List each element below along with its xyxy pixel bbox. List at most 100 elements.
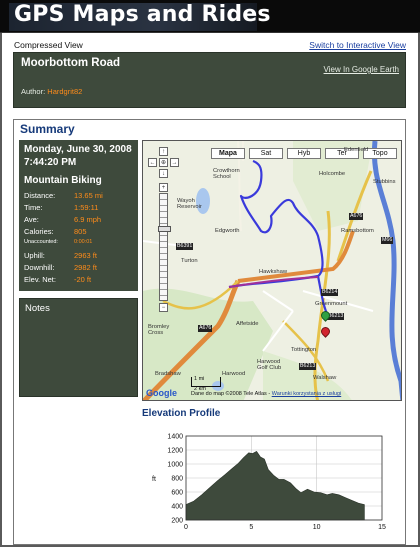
map-place-label: Affetside: [236, 321, 259, 327]
page-content: Compressed View Switch to Interactive Vi…: [0, 33, 420, 547]
stat-label: Distance:: [24, 191, 56, 200]
map-place-label: Tottington: [291, 347, 317, 353]
stat-label: Ave:: [24, 215, 39, 224]
zoom-slider[interactable]: [158, 193, 171, 301]
stat-label: Downhill:: [24, 263, 55, 272]
map-type-ter-button[interactable]: Ter: [325, 148, 359, 159]
map-place-label: Greenmount: [315, 301, 348, 307]
road-label: B6391: [176, 243, 194, 250]
view-in-google-earth-link[interactable]: View In Google Earth: [323, 65, 399, 74]
stat-row: Ave: 6.9 mph: [24, 214, 136, 226]
y-tick-label: 200: [171, 518, 183, 525]
map-type-hyb-button[interactable]: Hyb: [287, 148, 321, 159]
route-header-panel: Moorbottom Road View In Google Earth Aut…: [13, 52, 406, 108]
compressed-view-label: Compressed View: [14, 40, 83, 50]
map-type-sat-button[interactable]: Sat: [249, 148, 283, 159]
stat-value: -20 ft: [74, 275, 92, 284]
scale-km-label: 2 km: [194, 386, 206, 392]
route-name: Moorbottom Road: [21, 57, 121, 69]
map-place-label: Turton: [181, 258, 198, 264]
notes-title: Notes: [25, 303, 50, 314]
map-place-label: Harwood: [222, 371, 246, 377]
map-place-label: Ramsbottom: [341, 228, 374, 234]
ride-activity: Mountain Biking: [24, 175, 102, 186]
switch-view-link[interactable]: Switch to Interactive View: [309, 40, 406, 50]
map-place-label: Crowthorn School: [213, 168, 240, 180]
pan-up-icon[interactable]: ↑: [159, 147, 168, 156]
ride-date: Monday, June 30, 2008 7:44:20 PM: [24, 144, 132, 168]
map-place-label: Hawkshaw: [259, 269, 288, 275]
stat-row: Time: 1:59:11: [24, 202, 136, 214]
pan-right-icon[interactable]: →: [170, 158, 179, 167]
header-banner: [9, 3, 257, 31]
map-place-label: Holcombe: [319, 171, 346, 177]
stat-value: 2963 ft: [74, 251, 97, 260]
route-map[interactable]: Mapa Sat Hyb Ter Topo ↑ ← ⊕ → ↓ + − Eden…: [142, 140, 402, 401]
map-place-label: Bromley Cross: [148, 324, 170, 336]
map-place-label: Walshaw: [313, 375, 337, 381]
ride-info-panel: Monday, June 30, 2008 7:44:20 PM Mountai…: [19, 140, 138, 291]
x-tick-label: 5: [249, 524, 253, 531]
stat-label: Time:: [24, 203, 43, 212]
author-link[interactable]: Hardgrit82: [47, 87, 83, 96]
stat-row: Uphill: 2963 ft: [24, 250, 136, 262]
stat-label: Unaccounted:: [24, 239, 58, 245]
view-links: Compressed View Switch to Interactive Vi…: [14, 38, 406, 52]
road-label: B6213: [299, 363, 317, 370]
stat-label: Calories:: [24, 227, 54, 236]
terms-link[interactable]: Warunki korzystania z usługi: [271, 391, 342, 397]
pan-left-icon[interactable]: ←: [148, 158, 157, 167]
y-tick-label: 800: [171, 476, 183, 483]
google-logo[interactable]: Google: [146, 388, 177, 398]
map-place-label: Stubbins: [373, 179, 396, 185]
elevation-area: [185, 451, 365, 521]
map-place-label: Edenfield: [344, 147, 369, 153]
road-label: M66: [381, 237, 394, 244]
map-type-mapa-button[interactable]: Mapa: [211, 148, 245, 159]
y-tick-label: 1400: [167, 434, 183, 441]
summary-panel: Summary Monday, June 30, 2008 7:44:20 PM…: [13, 119, 406, 545]
stats-list: Distance: 13.65 mi Time: 1:59:11 Ave: 6.…: [24, 190, 136, 286]
attribution-text: Dane do map ©2008 Tele Atlas -: [191, 391, 271, 397]
pan-center-icon[interactable]: ⊕: [159, 158, 168, 167]
site-header: GPS Maps and Rides: [0, 0, 420, 33]
pan-down-icon[interactable]: ↓: [159, 169, 168, 178]
stat-row: Elev. Net: -20 ft: [24, 274, 136, 286]
scale-mi-label: 1 mi: [194, 376, 205, 382]
y-tick-label: 600: [171, 490, 183, 497]
elevation-chart: 200 400 600 800 1000 1200 1400 0 5 10 15 ft: [152, 434, 386, 532]
y-tick-label: 400: [171, 504, 183, 511]
stat-row: Unaccounted: 0:00:01: [24, 238, 136, 250]
zoom-slider-thumb[interactable]: [158, 226, 171, 232]
stat-value: 2982 ft: [74, 263, 97, 272]
stat-value: 13.65 mi: [74, 191, 103, 200]
map-type-topo-button[interactable]: Topo: [363, 148, 397, 159]
zoom-in-icon[interactable]: +: [159, 183, 168, 192]
stat-label: Uphill:: [24, 251, 45, 260]
elevation-profile-title: Elevation Profile: [142, 408, 221, 419]
stat-value: 0:00:01: [74, 239, 93, 245]
chart-frame: [185, 435, 383, 521]
road-label: B6214: [321, 289, 339, 296]
x-tick-label: 0: [184, 524, 188, 531]
notes-panel: Notes: [19, 298, 138, 397]
map-canvas: [143, 141, 401, 400]
stat-row: Calories: 805: [24, 226, 136, 238]
road-label: A676: [349, 213, 364, 220]
stat-label: Elev. Net:: [24, 275, 56, 284]
map-place-label: Harwood Golf Club: [257, 359, 282, 371]
map-scale-bar: 1 mi 2 km: [191, 376, 221, 392]
site-title: GPS Maps and Rides: [14, 2, 271, 27]
road-label: B6213: [327, 313, 345, 320]
stat-row: Distance: 13.65 mi: [24, 190, 136, 202]
road-label: A676: [198, 325, 213, 332]
stat-row: Downhill: 2982 ft: [24, 262, 136, 274]
x-tick-label: 15: [378, 524, 386, 531]
y-axis-label: ft: [152, 476, 156, 483]
stat-value: 1:59:11: [74, 203, 99, 212]
stat-value: 6.9 mph: [74, 215, 102, 224]
map-place-label: Edgworth: [215, 228, 240, 234]
y-tick-label: 1200: [167, 448, 183, 455]
zoom-out-icon[interactable]: −: [159, 303, 168, 312]
y-tick-label: 1000: [167, 462, 183, 469]
